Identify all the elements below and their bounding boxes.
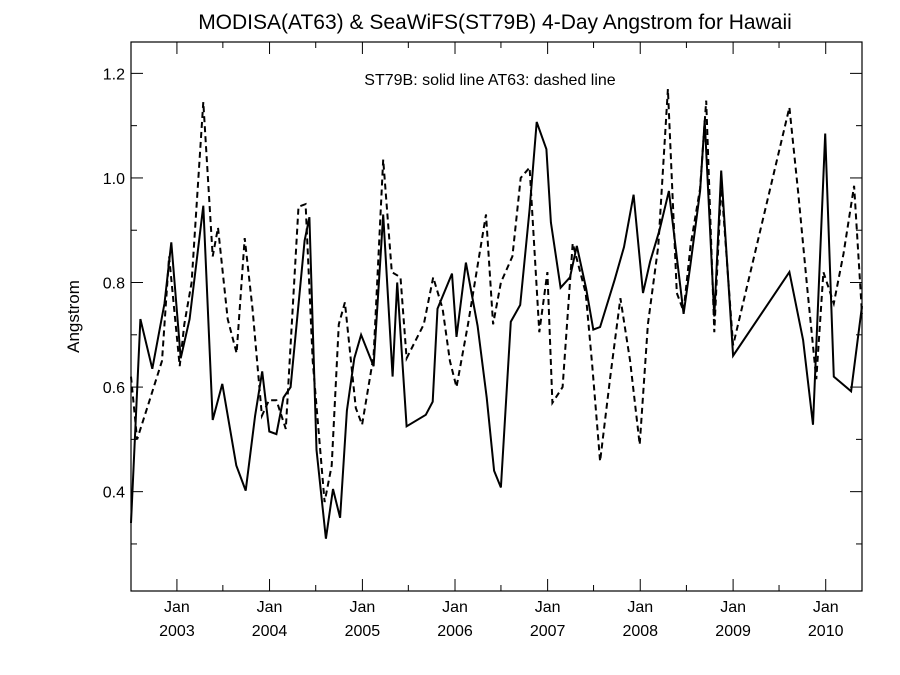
x-tick-label-month: Jan	[442, 599, 468, 616]
chart-title: MODISA(AT63) & SeaWiFS(ST79B) 4-Day Angs…	[198, 11, 792, 34]
x-tick-label-year: 2004	[252, 623, 288, 640]
x-tick-label-year: 2003	[159, 623, 195, 640]
x-tick-label-year: 2008	[622, 623, 658, 640]
y-tick-label: 0.8	[103, 276, 125, 293]
x-tick-label-month: Jan	[720, 599, 746, 616]
y-tick-label: 1.0	[103, 171, 125, 188]
series-line-st79b	[130, 120, 863, 539]
x-tick-label-month: Jan	[627, 599, 653, 616]
x-tick-label-month: Jan	[257, 599, 283, 616]
x-tick-label-month: Jan	[813, 599, 839, 616]
x-tick-label-month: Jan	[164, 599, 190, 616]
y-axis-label: Angstrom	[64, 280, 83, 353]
y-tick-label: 0.6	[103, 380, 125, 397]
x-tick-label-year: 2006	[437, 623, 473, 640]
x-tick-label-month: Jan	[535, 599, 561, 616]
series-line-at63	[130, 89, 863, 503]
y-tick-label: 0.4	[103, 485, 125, 502]
x-tick-label-year: 2005	[345, 623, 381, 640]
x-tick-label-year: 2010	[808, 623, 844, 640]
axis-ticks: 0.4 0.6 0.8 1.0 1.2 Jan 2003 Jan 2004 Jan 2005 Jan 2…	[103, 42, 862, 640]
x-tick-label-year: 2009	[715, 623, 751, 640]
legend-annotation: ST79B: solid line AT63: dashed line	[364, 72, 616, 89]
x-tick-label-year: 2007	[530, 623, 566, 640]
x-tick-label-month: Jan	[350, 599, 376, 616]
series-lines	[130, 89, 863, 539]
plot-frame	[130, 41, 863, 592]
y-tick-label: 1.2	[103, 66, 125, 83]
